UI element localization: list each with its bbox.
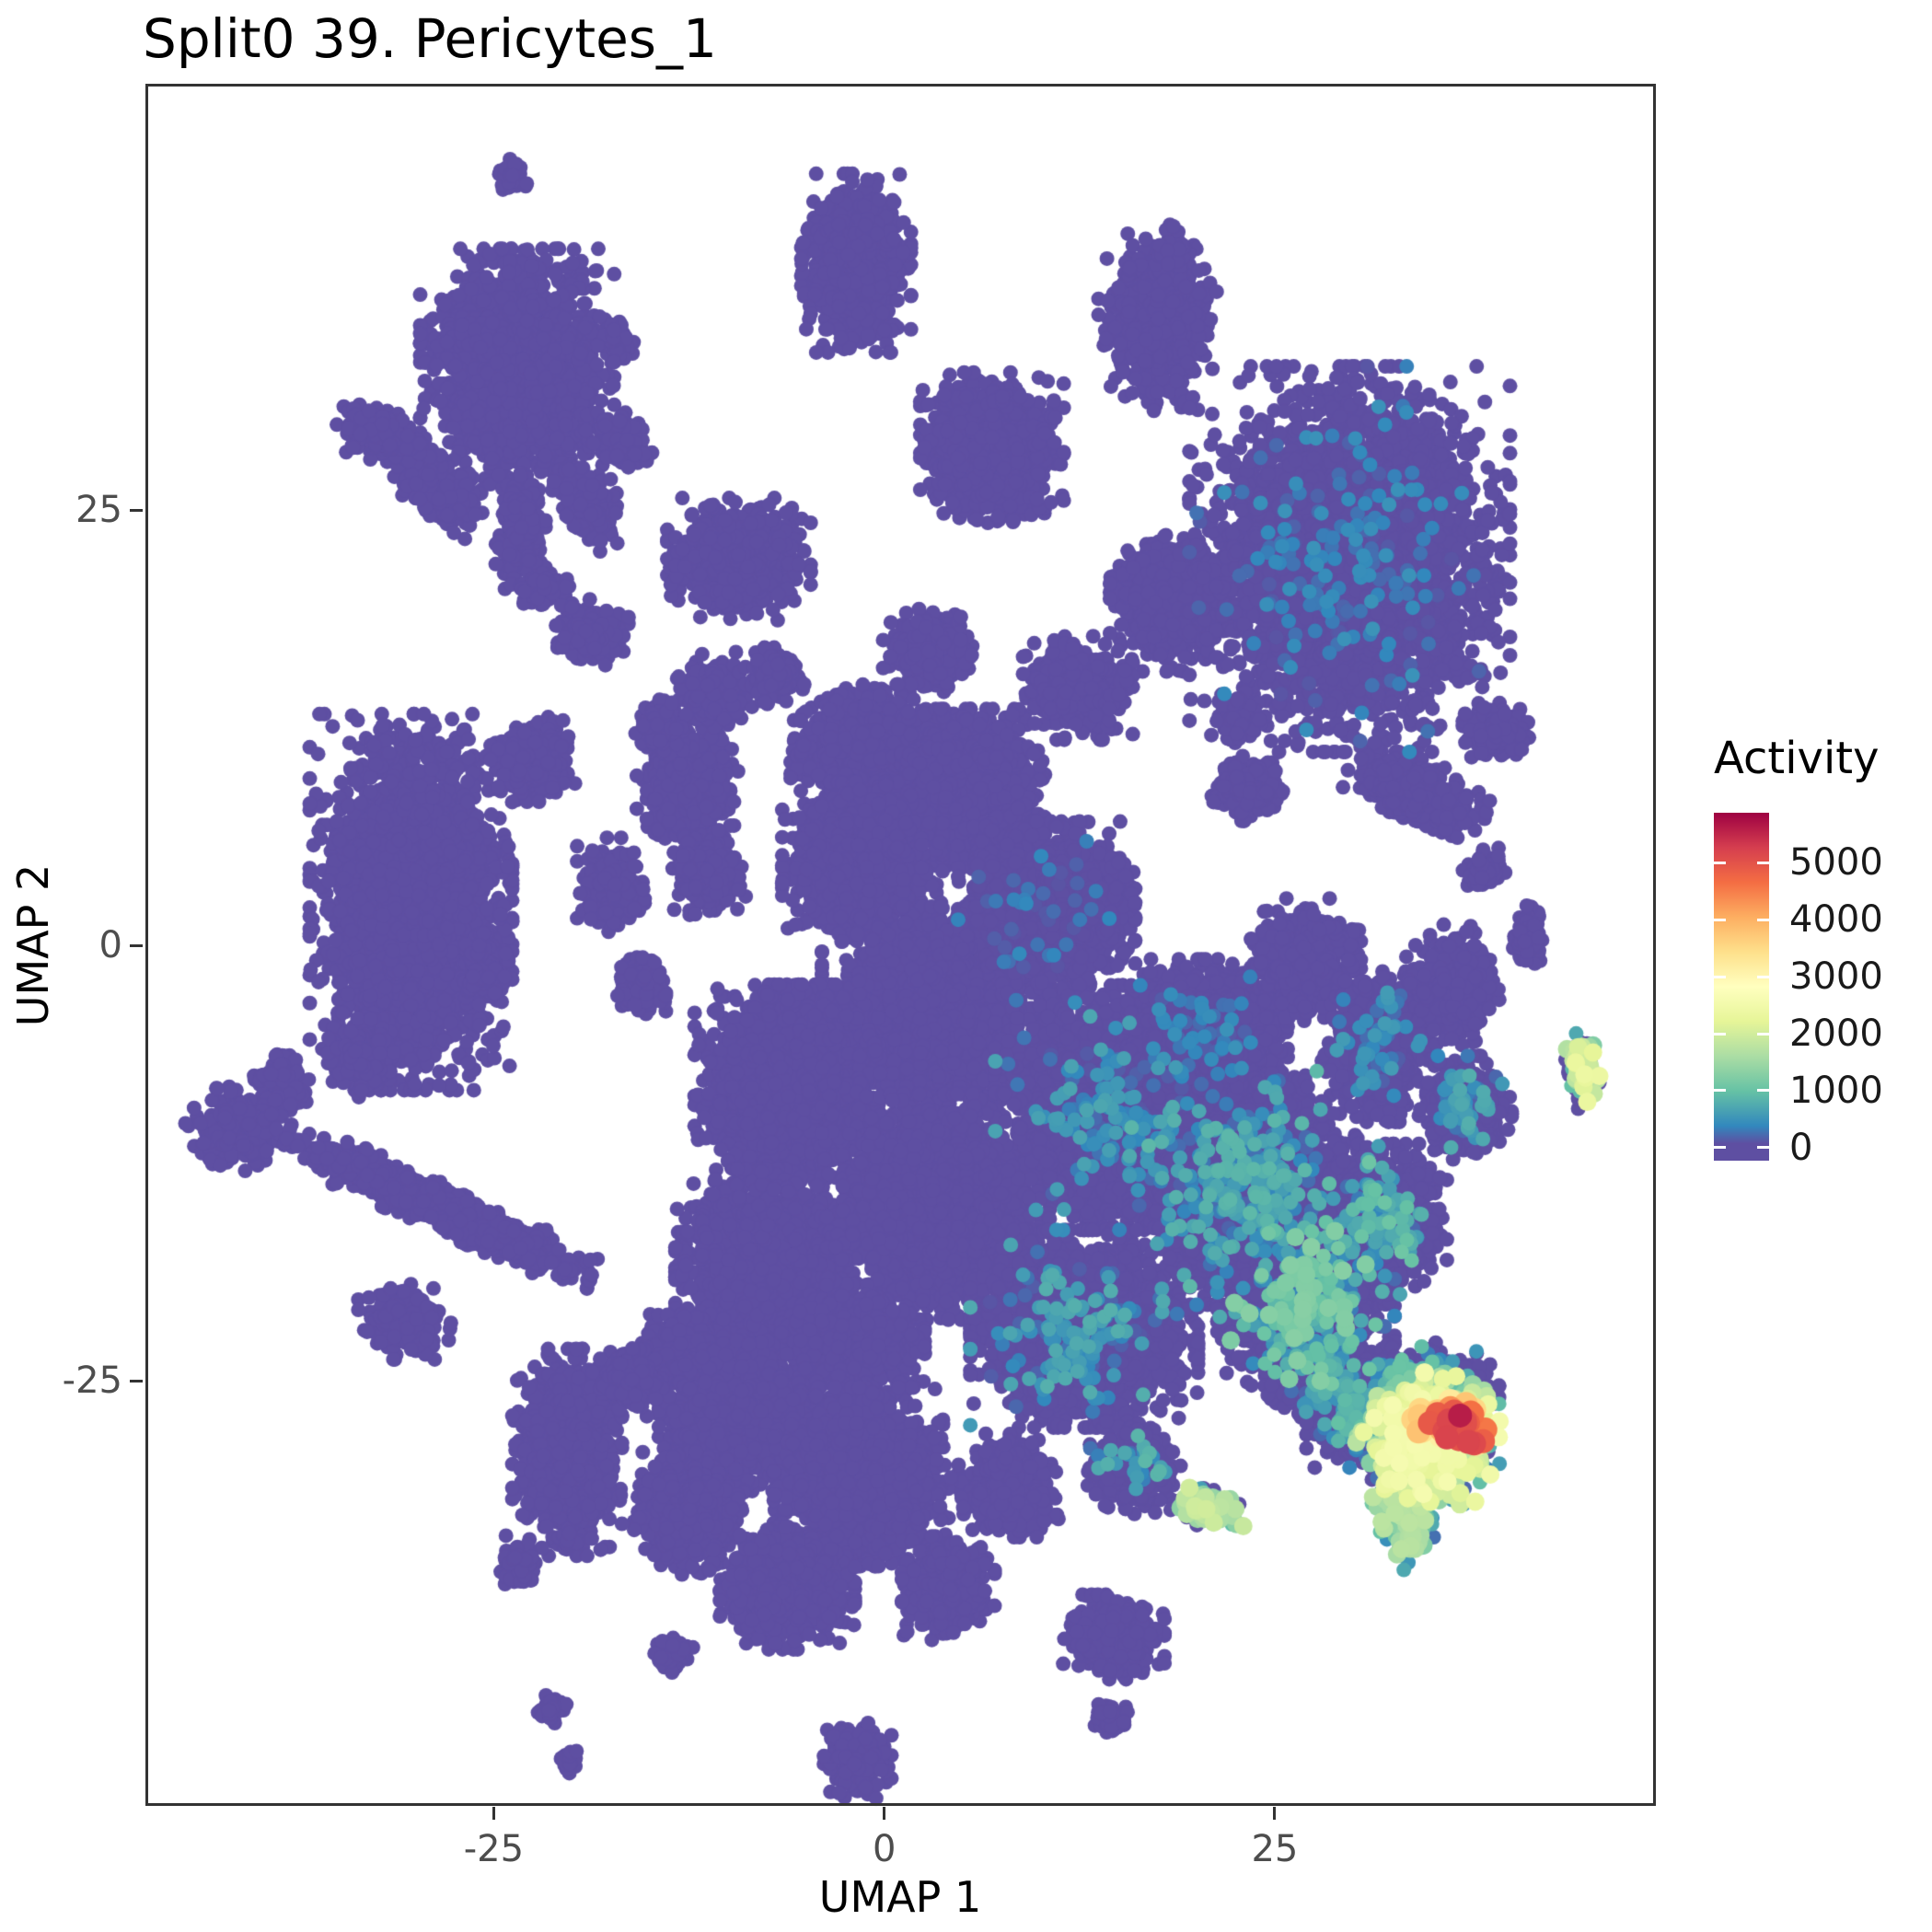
legend-tick-mark	[1714, 918, 1726, 921]
legend-tick-label: 3000	[1789, 955, 1883, 999]
y-tick-label: -25	[62, 1359, 122, 1403]
legend-tick-mark	[1757, 1089, 1769, 1093]
legend-tick-label: 4000	[1789, 898, 1883, 942]
legend-tick-mark	[1714, 1032, 1726, 1035]
legend-tick-mark	[1714, 975, 1726, 978]
legend-tick-mark	[1757, 1146, 1769, 1150]
legend-tick-mark	[1757, 861, 1769, 864]
plot-title: Split0 39. Pericytes_1	[143, 7, 717, 70]
x-axis-label: UMAP 1	[818, 1872, 982, 1922]
legend-tick-mark	[1757, 918, 1769, 921]
legend-tick-label: 0	[1789, 1126, 1813, 1169]
legend-tick-label: 1000	[1789, 1069, 1883, 1112]
legend-tick-mark	[1714, 1089, 1726, 1093]
legend-tick-mark	[1714, 1146, 1726, 1150]
legend-colorbar	[1714, 813, 1769, 1161]
y-tick-mark	[130, 1379, 143, 1382]
y-tick-mark	[130, 508, 143, 512]
legend-tick-mark	[1757, 975, 1769, 978]
y-tick-label: 0	[98, 924, 122, 967]
legend-tick-mark	[1714, 861, 1726, 864]
x-tick-label: 25	[1251, 1828, 1299, 1870]
legend-tick-label: 5000	[1789, 841, 1883, 885]
x-tick-label: -25	[463, 1828, 525, 1870]
x-tick-mark	[492, 1807, 495, 1820]
x-tick-mark	[883, 1807, 886, 1820]
legend-title: Activity	[1714, 733, 1880, 784]
legend-tick-label: 2000	[1789, 1012, 1883, 1056]
y-tick-label: 25	[75, 489, 122, 532]
y-axis-label: UMAP 2	[8, 863, 58, 1027]
y-tick-mark	[130, 943, 143, 947]
x-tick-label: 0	[872, 1828, 897, 1870]
legend-tick-mark	[1757, 1032, 1769, 1035]
x-tick-mark	[1273, 1807, 1277, 1820]
